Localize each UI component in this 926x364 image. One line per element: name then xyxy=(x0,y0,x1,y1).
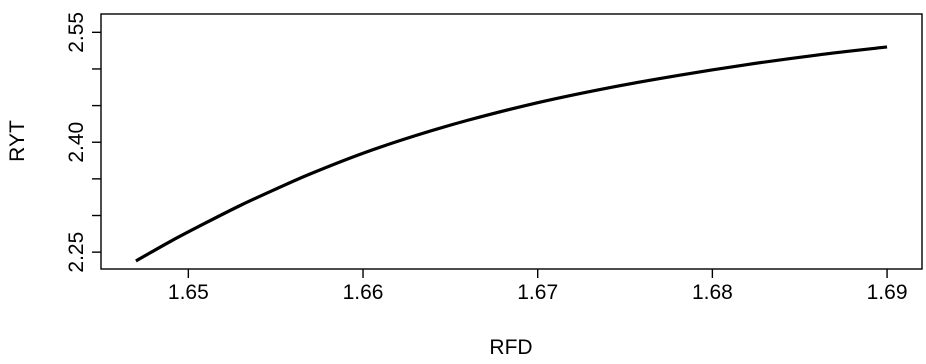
series-line xyxy=(135,45,888,263)
x-tick-label: 1.68 xyxy=(692,281,733,304)
x-tick-label: 1.65 xyxy=(168,281,209,304)
series-layer xyxy=(135,45,888,263)
x-axis-label: RFD xyxy=(489,336,532,359)
plot-frame xyxy=(100,13,923,270)
x-tick-label: 1.69 xyxy=(867,281,908,304)
y-tick-label: 2.25 xyxy=(65,232,88,273)
y-axis: 2.25 2.40 2.55 xyxy=(65,12,101,273)
y-axis-label: RYT xyxy=(6,120,29,162)
x-tick-label: 1.66 xyxy=(343,281,384,304)
y-tick-label: 2.55 xyxy=(65,12,88,53)
x-tick-label: 1.67 xyxy=(517,281,558,304)
x-axis: 1.65 1.66 1.67 1.68 1.69 xyxy=(168,269,908,304)
y-tick-label: 2.40 xyxy=(65,122,88,163)
